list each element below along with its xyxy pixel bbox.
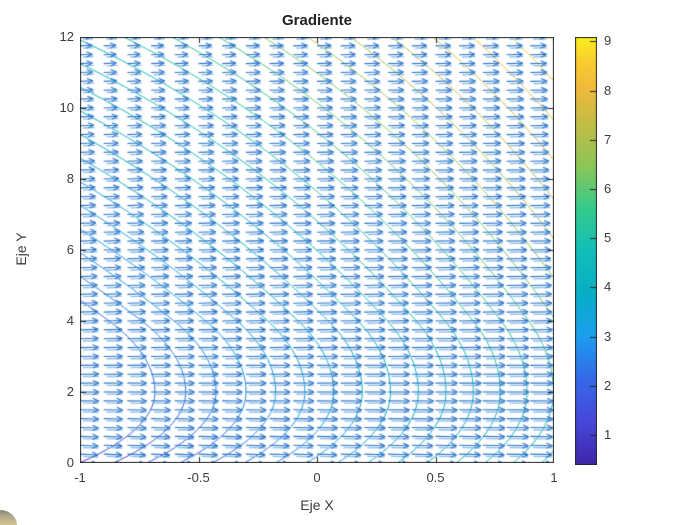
colorbar-tick-label: 6 <box>604 181 612 196</box>
window-corner-decoration <box>0 510 17 525</box>
y-tick-label: 10 <box>59 100 74 115</box>
x-tick-label: 0.5 <box>426 470 445 485</box>
x-tick-label: 1 <box>550 470 558 485</box>
colorbar-gradient <box>575 37 597 465</box>
y-tick-label: 0 <box>66 455 74 470</box>
plot-title: Gradiente <box>281 12 353 29</box>
y-tick-label: 8 <box>66 171 74 186</box>
x-axis-label: Eje X <box>300 497 334 513</box>
colorbar-tick-label: 9 <box>604 33 612 49</box>
y-tick-label: 2 <box>66 384 74 399</box>
plot-canvas <box>80 37 554 463</box>
y-tick-label: 6 <box>66 242 74 257</box>
colorbar-tick-label: 5 <box>604 230 612 246</box>
colorbar-tick-label: 4 <box>604 279 612 295</box>
colorbar-tick-label: 7 <box>604 131 612 147</box>
x-tick-label: 0 <box>313 470 321 485</box>
colorbar-tick-label: 2 <box>604 377 612 393</box>
y-axis-label: Eje Y <box>13 232 29 266</box>
colorbar-tick-label: 8 <box>604 82 612 98</box>
x-tick-label: -0.5 <box>187 470 210 485</box>
x-tick-label: -1 <box>74 470 86 485</box>
y-tick-label: 4 <box>66 313 74 328</box>
y-tick-label: 12 <box>59 29 74 44</box>
colorbar-tick-label: 3 <box>604 328 612 344</box>
colorbar-tick-label: 1 <box>604 426 612 442</box>
